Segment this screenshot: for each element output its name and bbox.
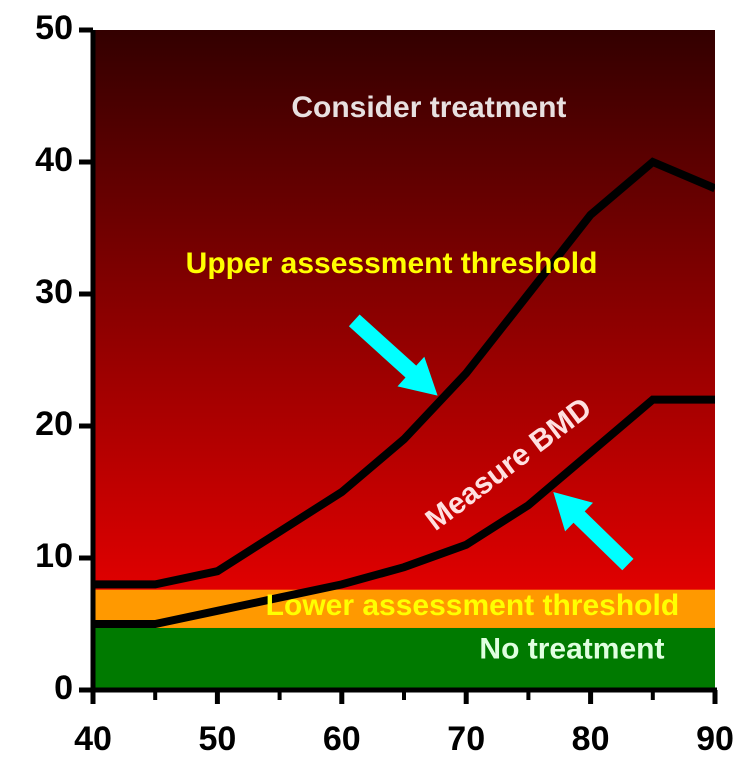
threshold-line-2	[93, 395, 715, 628]
y-tick-label-30: 30	[35, 273, 73, 311]
x-tick-label-50: 50	[198, 720, 236, 758]
annotation-label-4: Lower assessment threshold	[266, 589, 679, 622]
y-tick-label-20: 20	[35, 405, 73, 443]
y-tick-label-10: 10	[35, 537, 73, 575]
arrow-2	[553, 492, 634, 571]
x-tick-label-40: 40	[74, 720, 112, 758]
arrow-1	[348, 314, 438, 396]
x-tick-label-90: 90	[696, 720, 734, 758]
band-lower-band	[93, 589, 715, 628]
threshold-bands	[93, 589, 715, 690]
annotation-label-2: Upper assessment threshold	[186, 247, 598, 280]
x-tick-label-70: 70	[447, 720, 485, 758]
annotation-label-1: Consider treatment	[291, 91, 566, 124]
y-tick-label-40: 40	[35, 141, 73, 179]
y-tick-label-0: 0	[54, 669, 73, 707]
threshold-lines	[93, 157, 715, 628]
y-tick-label-50: 50	[35, 9, 73, 47]
threshold-line-1	[93, 157, 715, 589]
axes: 0 10 20 30 40 50 40 50 60 70 80 90	[35, 9, 734, 758]
x-tick-label-60: 60	[323, 720, 361, 758]
band-no-treatment	[93, 627, 715, 690]
x-tick-label-80: 80	[572, 720, 610, 758]
annotation-label-5: No treatment	[479, 632, 664, 665]
arrows	[348, 314, 634, 571]
